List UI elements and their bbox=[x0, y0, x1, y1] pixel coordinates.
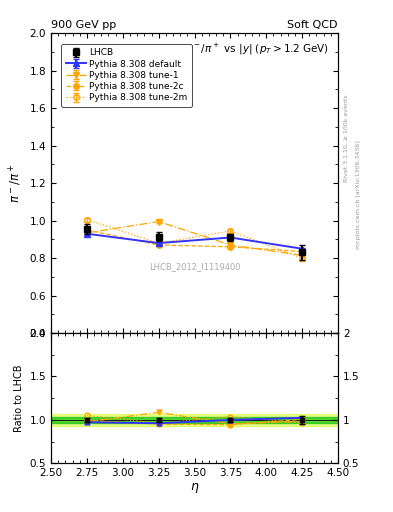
Legend: LHCB, Pythia 8.308 default, Pythia 8.308 tune-1, Pythia 8.308 tune-2c, Pythia 8.: LHCB, Pythia 8.308 default, Pythia 8.308… bbox=[61, 44, 192, 107]
Y-axis label: Ratio to LHCB: Ratio to LHCB bbox=[14, 365, 24, 432]
Y-axis label: $\pi^-/\pi^+$: $\pi^-/\pi^+$ bbox=[8, 163, 24, 203]
X-axis label: $\eta$: $\eta$ bbox=[190, 481, 199, 495]
Text: 900 GeV pp: 900 GeV pp bbox=[51, 19, 116, 30]
Text: LHCB_2012_I1119400: LHCB_2012_I1119400 bbox=[149, 263, 240, 271]
Text: Rivet 3.1.10, ≥ 100k events: Rivet 3.1.10, ≥ 100k events bbox=[344, 94, 349, 182]
Text: $\pi^-/\pi^+$ vs $|y|$ ($p_T > 1.2$ GeV): $\pi^-/\pi^+$ vs $|y|$ ($p_T > 1.2$ GeV) bbox=[185, 42, 329, 57]
Text: Soft QCD: Soft QCD bbox=[288, 19, 338, 30]
Text: mcplots.cern.ch [arXiv:1306.3436]: mcplots.cern.ch [arXiv:1306.3436] bbox=[356, 140, 361, 249]
